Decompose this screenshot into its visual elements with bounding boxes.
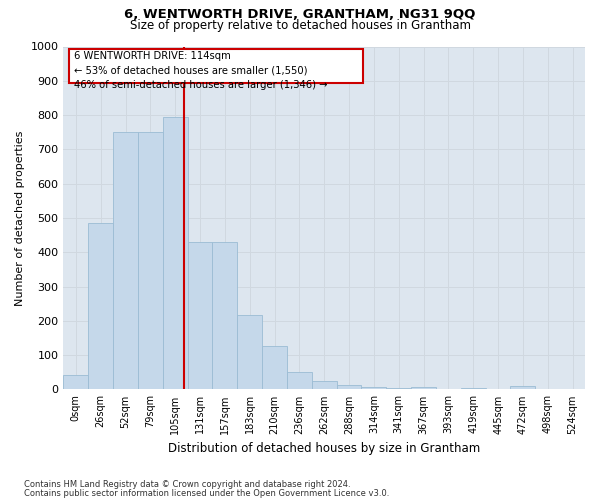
- Bar: [212, 242, 237, 390]
- Bar: [88, 223, 113, 390]
- Bar: [262, 346, 287, 390]
- Bar: [163, 117, 188, 390]
- FancyBboxPatch shape: [68, 48, 364, 82]
- X-axis label: Distribution of detached houses by size in Grantham: Distribution of detached houses by size …: [168, 442, 481, 455]
- Bar: [337, 384, 361, 390]
- Text: 6 WENTWORTH DRIVE: 114sqm
← 53% of detached houses are smaller (1,550)
46% of se: 6 WENTWORTH DRIVE: 114sqm ← 53% of detac…: [74, 52, 328, 90]
- Y-axis label: Number of detached properties: Number of detached properties: [15, 130, 25, 306]
- Bar: [461, 388, 485, 390]
- Bar: [511, 386, 535, 390]
- Bar: [361, 386, 386, 390]
- Bar: [188, 242, 212, 390]
- Bar: [113, 132, 138, 390]
- Bar: [237, 314, 262, 390]
- Bar: [436, 388, 461, 390]
- Bar: [312, 381, 337, 390]
- Text: Contains public sector information licensed under the Open Government Licence v3: Contains public sector information licen…: [24, 488, 389, 498]
- Text: Contains HM Land Registry data © Crown copyright and database right 2024.: Contains HM Land Registry data © Crown c…: [24, 480, 350, 489]
- Bar: [411, 387, 436, 390]
- Bar: [64, 375, 88, 390]
- Bar: [138, 132, 163, 390]
- Text: Size of property relative to detached houses in Grantham: Size of property relative to detached ho…: [130, 18, 470, 32]
- Text: 6, WENTWORTH DRIVE, GRANTHAM, NG31 9QQ: 6, WENTWORTH DRIVE, GRANTHAM, NG31 9QQ: [124, 8, 476, 20]
- Bar: [287, 372, 312, 390]
- Bar: [386, 388, 411, 390]
